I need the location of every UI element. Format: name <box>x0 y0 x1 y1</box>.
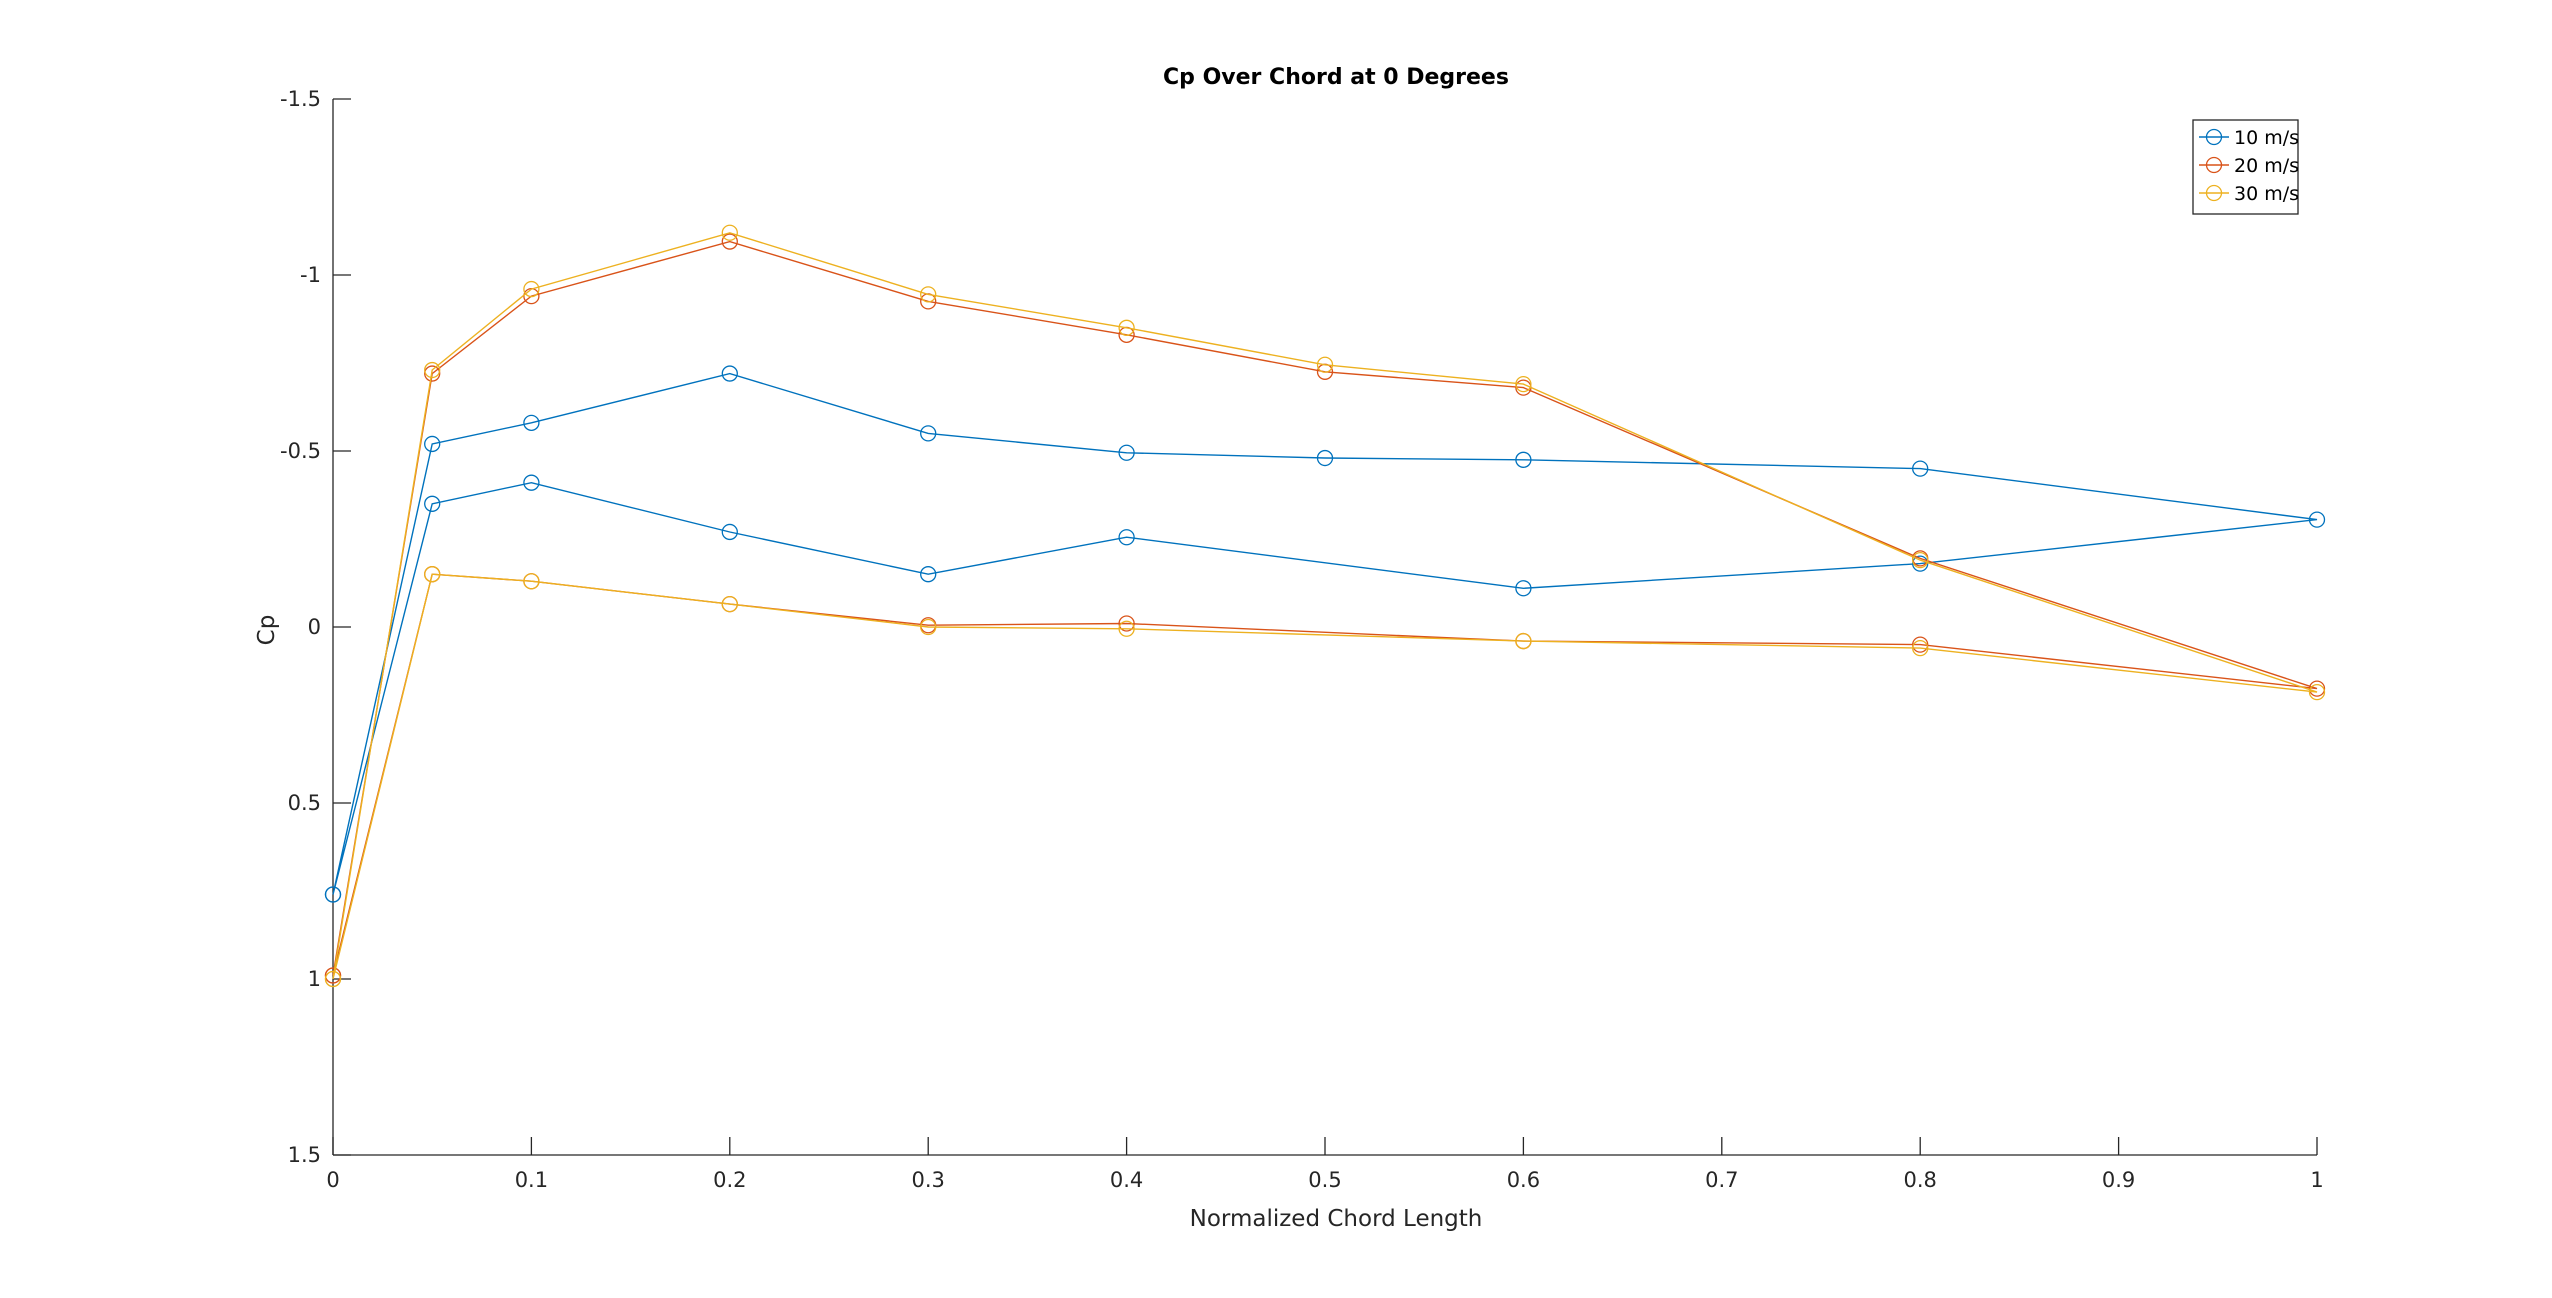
legend-label: 10 m/s <box>2234 127 2299 149</box>
y-tick-label: -1.5 <box>280 87 321 111</box>
x-tick-label: 0.5 <box>1308 1168 1341 1192</box>
legend-label: 30 m/s <box>2234 183 2299 205</box>
legend-swatch-marker <box>2205 156 2223 174</box>
axes: 0 0.1 0.2 0.3 0.4 0.5 0.6 0.7 0.8 0.9 1 -1.5 -1 -0.5 0… <box>280 87 2324 1192</box>
data-point <box>1912 636 1929 653</box>
data-point <box>523 474 540 491</box>
data-point <box>920 425 937 442</box>
data-point <box>920 618 937 636</box>
data-point <box>1515 580 1532 597</box>
data-point <box>424 435 441 453</box>
data-point <box>2308 511 2326 528</box>
y-tick-label: -1 <box>300 263 321 287</box>
data-point <box>1118 529 1135 546</box>
chart-title: Cp Over Chord at 0 Degrees <box>1163 65 1509 90</box>
x-tick-label: 0.1 <box>515 1168 548 1192</box>
data-point <box>424 365 441 382</box>
data-point <box>721 595 738 613</box>
x-tick-label: 0.4 <box>1110 1168 1143 1192</box>
data-point <box>324 886 342 903</box>
y-tick-label: 1 <box>308 967 321 991</box>
data-point <box>523 414 540 431</box>
x-axis-label: Normalized Chord Length <box>1190 1206 1483 1232</box>
data-point <box>721 224 738 241</box>
data-point <box>1515 375 1532 393</box>
data-point <box>920 566 937 583</box>
data-point <box>1912 551 1929 569</box>
data-point <box>2308 680 2326 697</box>
data-point <box>424 495 441 512</box>
series-line <box>332 232 2318 980</box>
x-tick-label: 0 <box>326 1168 339 1192</box>
x-tick-label: 0.2 <box>713 1168 746 1192</box>
y-tick-label: 0.5 <box>288 791 321 815</box>
data-point <box>523 280 540 298</box>
x-tick-label: 1 <box>2310 1168 2323 1192</box>
legend: 10 m/s 20 m/s 30 m/s <box>2192 119 2299 215</box>
data-point <box>721 233 738 250</box>
series-3 <box>324 224 2326 988</box>
data-point <box>1118 319 1135 336</box>
y-axis-label: Cp <box>254 615 280 646</box>
data-point <box>324 967 342 984</box>
data-point <box>920 286 937 303</box>
data-point <box>1912 555 1929 572</box>
data-point <box>1316 356 1334 373</box>
data-point <box>424 566 441 583</box>
data-point <box>324 970 342 988</box>
data-point <box>1515 632 1532 650</box>
data-point <box>2308 683 2326 701</box>
x-tick-label: 0.9 <box>2102 1168 2135 1192</box>
data-point <box>1515 451 1532 468</box>
legend-swatch-marker <box>2205 128 2223 146</box>
x-tick-label: 0.3 <box>911 1168 944 1192</box>
data-point <box>1118 615 1135 632</box>
data-point <box>721 365 738 382</box>
data-point <box>1316 449 1334 467</box>
legend-swatch-marker <box>2205 184 2223 202</box>
series-line <box>332 240 2318 976</box>
data-point <box>523 573 540 590</box>
data-point <box>1912 639 1929 657</box>
data-point <box>424 361 441 379</box>
data-point <box>1912 460 1929 477</box>
data-point <box>721 523 738 541</box>
series-1 <box>324 365 2326 903</box>
legend-label: 20 m/s <box>2234 155 2299 177</box>
x-tick-label: 0.6 <box>1507 1168 1540 1192</box>
data-point <box>1118 444 1135 461</box>
y-tick-label: -0.5 <box>280 439 321 463</box>
x-tick-label: 0.8 <box>1903 1168 1936 1192</box>
series-layer <box>324 224 2326 988</box>
series-line <box>332 372 2318 895</box>
series-2 <box>324 233 2326 984</box>
y-tick-label: 1.5 <box>288 1143 321 1167</box>
legend-box <box>2192 119 2299 215</box>
data-point <box>1118 620 1135 637</box>
x-tick-label: 0.7 <box>1705 1168 1738 1192</box>
y-tick-label: 0 <box>308 615 321 639</box>
